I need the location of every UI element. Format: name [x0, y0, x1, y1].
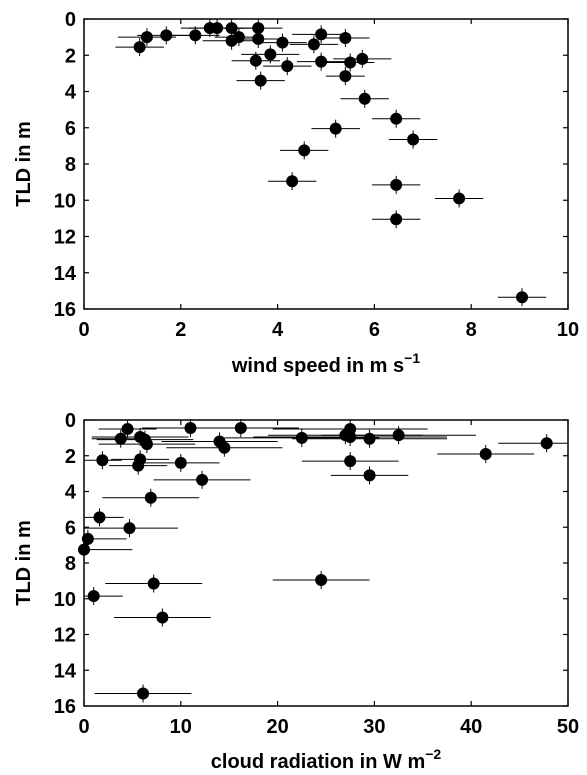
data-point [137, 687, 150, 700]
data-point [329, 122, 342, 135]
x-tick-label: 2 [175, 319, 186, 341]
data-point [298, 144, 311, 157]
y-tick-label: 0 [65, 410, 76, 432]
data-point [189, 29, 202, 42]
y-tick-label: 4 [65, 482, 77, 504]
y-tick-label: 12 [54, 625, 76, 647]
data-point [516, 291, 529, 304]
data-point [407, 133, 420, 146]
data-point [344, 455, 357, 468]
data-point [232, 31, 245, 44]
data-point [254, 74, 267, 87]
data-point [196, 473, 209, 486]
y-tick-label: 10 [54, 190, 76, 212]
data-point [156, 611, 169, 624]
data-point [363, 469, 376, 482]
x-tick-label: 8 [466, 319, 477, 341]
x-tick-label: 20 [266, 716, 288, 738]
y-tick-label: 16 [54, 696, 76, 718]
data-point [390, 112, 403, 125]
data-point [93, 511, 106, 524]
data-point [356, 52, 369, 65]
x-tick-label: 30 [363, 716, 385, 738]
cloud-radiation-plot: cloud radiation in W m−2 TLD in m 0 10 20 3… [13, 410, 579, 773]
data-point [307, 38, 320, 51]
data-point [234, 422, 247, 435]
data-point [225, 22, 238, 35]
y-tick-label: 8 [65, 553, 76, 575]
data-point [140, 31, 153, 44]
x-tick-label: 6 [369, 319, 380, 341]
data-point [339, 32, 352, 45]
data-point [295, 431, 308, 444]
x-tick-label: 10 [170, 716, 192, 738]
data-point [87, 590, 100, 603]
data-point [147, 577, 160, 590]
data-point [392, 429, 405, 442]
data-point [114, 432, 127, 445]
x-tick-label: 10 [557, 319, 579, 341]
data-point [160, 29, 173, 42]
data-point [133, 41, 146, 54]
data-point [286, 175, 299, 188]
data-point [264, 48, 277, 61]
data-point [252, 32, 265, 45]
data-point [96, 454, 109, 467]
data-point [121, 422, 134, 435]
y-axis-label: TLD in m [13, 121, 35, 207]
data-point [390, 178, 403, 191]
data-point [453, 192, 466, 205]
data-point [358, 92, 371, 105]
x-tick-label: 0 [78, 716, 89, 738]
y-tick-label: 16 [54, 299, 76, 321]
data-point [81, 532, 94, 545]
data-point [479, 447, 492, 460]
data-point [363, 432, 376, 445]
y-axis-label: TLD in m [13, 520, 35, 606]
data-point [315, 55, 328, 68]
data-point [252, 22, 265, 35]
y-tick-label: 4 [65, 82, 77, 104]
data-point [281, 60, 294, 73]
data-point [315, 573, 328, 586]
data-point [132, 459, 145, 472]
y-tick-label: 6 [65, 517, 76, 539]
data-point [315, 28, 328, 41]
data-point [218, 441, 231, 454]
data-point [390, 213, 403, 226]
data-point [339, 70, 352, 83]
data-point [540, 437, 553, 450]
y-tick-label: 10 [54, 589, 76, 611]
y-tick-label: 2 [65, 446, 76, 468]
x-axis-label: cloud radiation in W m−2 [211, 746, 442, 773]
x-tick-label: 0 [78, 319, 89, 341]
wind-speed-plot: wind speed in m s−1 TLD in m 0 2 4 6 8 10 0 2 4 6… [13, 9, 579, 377]
data-point [276, 36, 289, 49]
data-point [144, 491, 157, 504]
data-point [249, 54, 262, 67]
y-tick-label: 2 [65, 45, 76, 67]
y-tick-label: 12 [54, 227, 76, 249]
x-tick-label: 4 [272, 319, 284, 341]
data-point [174, 456, 187, 469]
data-point [140, 438, 153, 451]
y-tick-label: 0 [65, 9, 76, 31]
y-tick-label: 14 [54, 263, 77, 285]
data-point [344, 56, 357, 69]
y-tick-label: 6 [65, 118, 76, 140]
x-axis-label: wind speed in m s−1 [231, 350, 420, 377]
data-point [344, 430, 357, 443]
y-tick-label: 14 [54, 660, 77, 682]
y-tick-label: 8 [65, 154, 76, 176]
x-tick-label: 50 [557, 716, 579, 738]
data-point [123, 522, 136, 535]
x-tick-label: 40 [460, 716, 482, 738]
data-point [78, 543, 90, 556]
